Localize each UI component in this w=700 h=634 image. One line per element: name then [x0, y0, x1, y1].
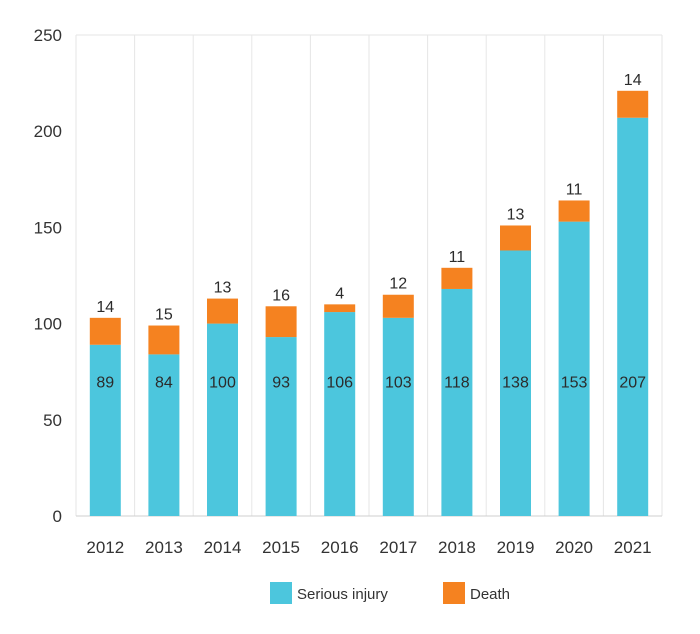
legend-label: Death [470, 586, 510, 603]
bar-death [500, 225, 531, 251]
x-tick-label: 2021 [614, 538, 652, 557]
data-label-serious-injury: 93 [272, 374, 290, 391]
x-tick-label: 2019 [497, 538, 535, 557]
legend-label: Serious injury [297, 586, 388, 603]
data-label-death: 11 [449, 249, 466, 266]
y-tick-label: 50 [43, 411, 62, 430]
y-tick-label: 150 [34, 218, 62, 237]
bar-serious-injury [89, 344, 121, 516]
legend-swatch [443, 582, 465, 604]
data-label-serious-injury: 100 [209, 374, 236, 391]
bar-death [265, 306, 297, 338]
data-label-serious-injury: 207 [619, 374, 646, 391]
y-tick-label: 100 [34, 315, 62, 334]
x-tick-label: 2015 [262, 538, 300, 557]
data-label-serious-injury: 106 [326, 374, 353, 391]
bar-serious-injury [558, 221, 590, 517]
x-tick-label: 2018 [438, 538, 476, 557]
bar-serious-injury [617, 117, 649, 517]
data-label-death: 13 [507, 206, 525, 223]
x-tick-label: 2012 [86, 538, 124, 557]
legend-item-death: Death [443, 582, 510, 604]
bar-death [441, 267, 473, 289]
bar-serious-injury [324, 312, 356, 516]
data-label-death: 14 [96, 299, 114, 316]
bar-serious-injury [265, 337, 297, 516]
grid-lines [75, 34, 663, 516]
legend-item-serious-injury: Serious injury [270, 582, 388, 604]
data-label-serious-injury: 103 [385, 374, 412, 391]
bar-death [382, 294, 414, 318]
legend: Serious injury Death [270, 582, 510, 604]
x-tick-label: 2020 [555, 538, 593, 557]
data-label-serious-injury: 153 [561, 374, 588, 391]
y-tick-label: 250 [34, 26, 62, 45]
bar-serious-injury [382, 317, 414, 516]
x-tick-label: 2013 [145, 538, 183, 557]
bar-serious-injury [148, 354, 180, 516]
data-labels: 89 14 84 15 100 13 93 16 106 4 103 12 118 11 138 13 153 1… [96, 72, 646, 392]
bar-death [148, 325, 180, 355]
bar-serious-injury [207, 323, 238, 516]
data-label-death: 15 [155, 307, 173, 324]
data-label-death: 12 [389, 276, 407, 293]
x-tick-label: 2016 [321, 538, 359, 557]
data-label-death: 11 [566, 181, 583, 198]
bar-death [207, 298, 238, 324]
bar-serious-injury [500, 250, 531, 516]
y-tick-label: 200 [34, 122, 62, 141]
bar-death [324, 304, 356, 313]
data-label-death: 14 [624, 72, 642, 89]
data-label-serious-injury: 138 [502, 374, 529, 391]
bars [89, 90, 649, 517]
legend-swatch [270, 582, 292, 604]
data-label-death: 4 [335, 285, 344, 302]
x-tick-label: 2017 [379, 538, 417, 557]
bar-death [89, 317, 121, 345]
bar-serious-injury [441, 288, 473, 516]
axes: 0 50 100 150 200 250 2012 2013 2014 2015 2016 2017 2… [34, 26, 662, 557]
data-label-death: 16 [272, 287, 290, 304]
data-label-serious-injury: 84 [155, 374, 173, 391]
bar-death [617, 90, 649, 118]
y-tick-label: 0 [53, 507, 62, 526]
data-label-death: 13 [214, 280, 232, 297]
bar-death [558, 200, 590, 222]
x-tick-label: 2014 [204, 538, 242, 557]
data-label-serious-injury: 118 [444, 374, 470, 391]
data-label-serious-injury: 89 [96, 374, 114, 391]
